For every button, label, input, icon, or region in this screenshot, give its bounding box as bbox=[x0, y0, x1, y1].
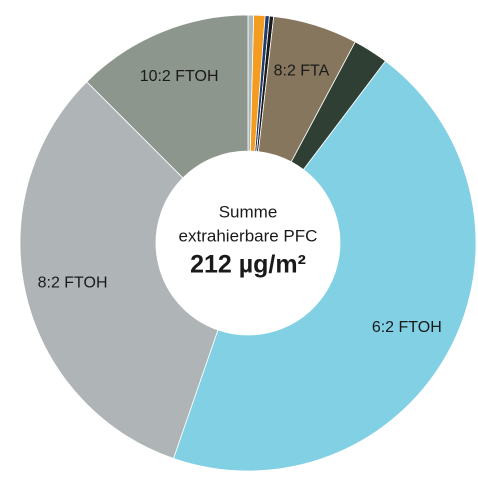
slice bbox=[172, 60, 477, 472]
slice-label: 10:2 FTOH bbox=[140, 68, 219, 85]
slices bbox=[19, 14, 477, 472]
slice-label: 8:2 FTA bbox=[274, 62, 330, 79]
slice bbox=[86, 14, 249, 179]
slice-label: 8:2 FTOH bbox=[38, 275, 108, 292]
slice-label: 6:2 FTOH bbox=[372, 319, 442, 336]
slice bbox=[19, 81, 219, 459]
center-label: extrahierbare PFC bbox=[179, 226, 318, 245]
center-label: Summe bbox=[219, 202, 278, 221]
center-value: 212 µg/m² bbox=[190, 251, 306, 279]
